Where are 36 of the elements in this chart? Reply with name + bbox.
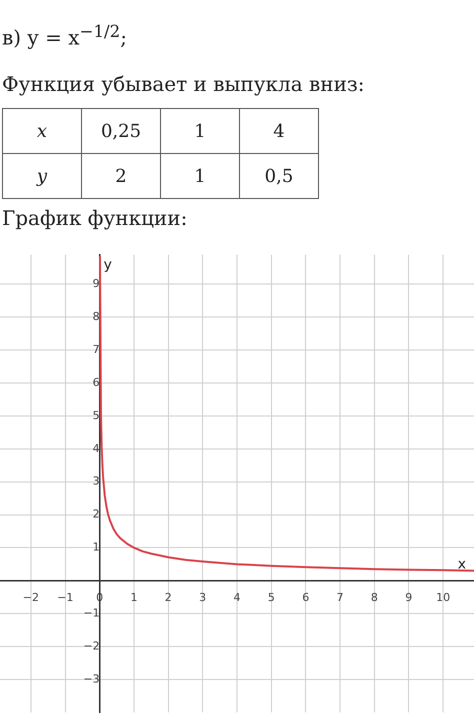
y-tick-label: 8 [92,310,100,324]
text: 0,25 [82,108,160,154]
text: 1 [160,108,240,154]
text: y [2,154,82,198]
x-tick-label: 8 [370,591,378,604]
y-tick-label: 4 [92,442,100,455]
text: График функции: [2,206,188,230]
text: 1 [160,154,240,198]
y-tick-label: −2 [83,639,100,652]
x-tick-label: 3 [199,591,206,604]
x-tick-label: 1 [130,591,138,604]
y-tick-label: 2 [92,508,100,521]
y-tick-label: 7 [92,342,100,356]
x-tick-label: −1 [57,591,74,604]
y-tick-label: −3 [83,672,100,686]
y-tick-label: 3 [92,474,100,488]
x-tick-label: 9 [405,591,412,604]
x-tick-label: 10 [436,591,450,604]
x-tick-label: −2 [22,591,40,604]
chart-title: в) y = x$^{−1/2}$; [2,22,127,50]
x-tick-label: 2 [164,591,172,604]
text: x [2,108,82,154]
y-tick-label: −1 [83,606,100,620]
chart-subtitle: Функция убывает и выпукла вниз: [2,72,365,96]
text: 0,5 [240,154,318,198]
x-tick-label: 5 [268,591,275,604]
y-tick-label: 5 [92,408,100,422]
y-axis-title: y [104,257,112,274]
y-tick-label: 1 [92,540,100,554]
text: 4 [240,108,318,154]
y-tick-label: 6 [92,376,100,389]
x-axis-title: x [458,556,466,572]
x-tick-label: 4 [234,591,240,604]
x-tick-label: 6 [302,591,310,604]
y-tick-label: 9 [92,277,100,290]
x-tick-label: 7 [336,591,344,604]
